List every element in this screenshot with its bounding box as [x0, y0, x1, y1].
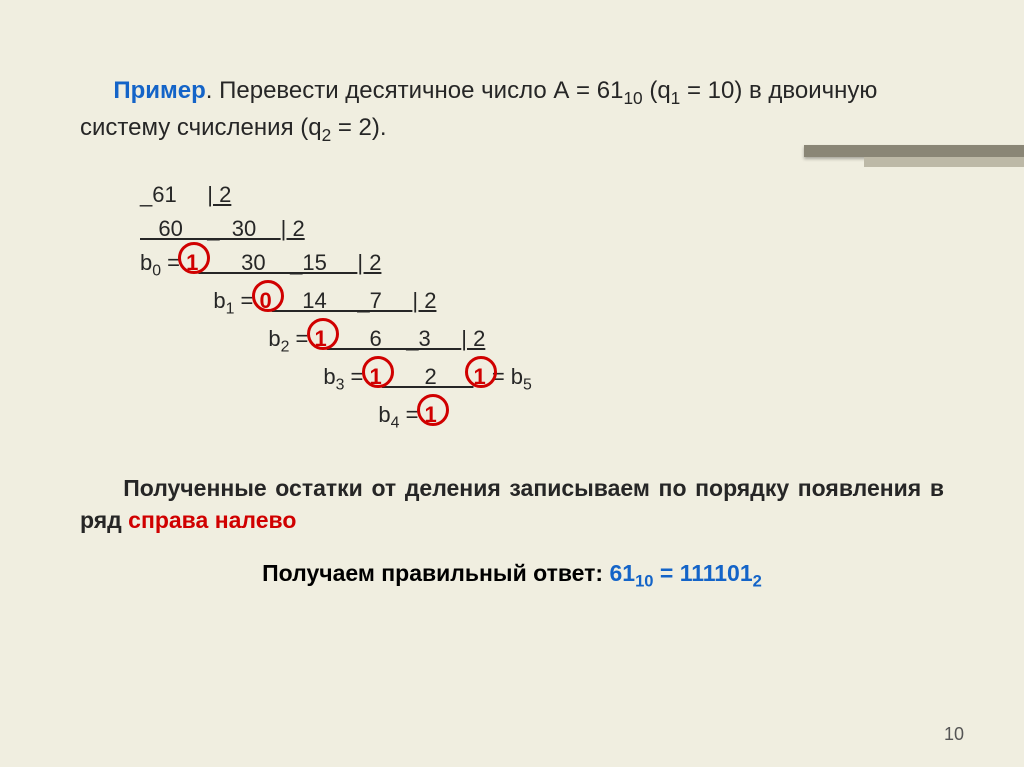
div-l5-sp — [140, 326, 268, 351]
remainder-explanation: Полученные остатки от деления записываем… — [80, 472, 944, 536]
div-l6-after: 2 — [382, 364, 474, 389]
div-l7-b: b — [378, 402, 390, 427]
answer-line: Получаем правильный ответ: 6110 = 111101… — [80, 560, 944, 592]
page-number: 10 — [944, 724, 964, 745]
div-l3-sub: 0 — [152, 262, 161, 279]
div-l1b: | 2 — [207, 182, 231, 207]
rem-highlight: справа налево — [128, 507, 296, 533]
div-l6-sp — [140, 364, 323, 389]
intro-sub-q2: 2 — [322, 125, 332, 145]
decor-bar-dark — [804, 145, 1024, 157]
div-l2a: 60 _ 30 — [140, 216, 281, 241]
answer-equation: 6110 = 1111012 — [609, 560, 761, 586]
div-l5-after: 6 _3 — [327, 326, 462, 351]
remainder-b0: 1 — [186, 246, 198, 280]
intro-paragraph: Пример. Перевести десятичное число А = 6… — [80, 74, 944, 148]
intro-text-end: = 2). — [331, 114, 386, 141]
div-l2b: | 2 — [281, 216, 305, 241]
remainder-b1: 0 — [260, 284, 272, 318]
div-l5-b: b — [268, 326, 280, 351]
div-l5b: | 2 — [461, 326, 485, 351]
answer-label: Получаем правильный ответ: — [262, 560, 609, 586]
answer-rhs-sub: 2 — [753, 572, 762, 591]
div-l6-b: b — [323, 364, 335, 389]
remainder-b5: 1 — [473, 360, 485, 394]
intro-text-1: . Перевести десятичное число А = 61 — [206, 77, 624, 104]
answer-lhs: 61 — [609, 560, 635, 586]
remainder-b2: 1 — [315, 322, 327, 356]
div-l3b: | 2 — [357, 250, 381, 275]
div-l4-after: 14 _7 — [272, 288, 413, 313]
answer-eq: = — [653, 560, 679, 586]
div-l3-after: 30 _15 — [198, 250, 357, 275]
div-l1a: _61 — [140, 182, 207, 207]
div-l6-sub2: 5 — [523, 376, 532, 393]
intro-text-q1: (q — [643, 77, 671, 104]
intro-sub-q1: 1 — [671, 88, 681, 108]
slide: Пример. Перевести десятичное число А = 6… — [0, 0, 1024, 767]
remainder-b3: 1 — [370, 360, 382, 394]
keyword-example: Пример — [113, 77, 205, 104]
div-l3-b: b — [140, 250, 152, 275]
intro-sub-10: 10 — [623, 88, 642, 108]
div-l4-sp — [140, 288, 213, 313]
remainder-b4: 1 — [425, 398, 437, 432]
answer-lhs-sub: 10 — [635, 572, 653, 591]
long-division-block: _61 | 2 60 _ 30 | 2 b0 = 1 30 _15 | 2 b1… — [140, 178, 944, 436]
answer-rhs: 111101 — [680, 560, 753, 586]
div-l7-sp — [140, 402, 378, 427]
div-l4-b: b — [213, 288, 225, 313]
decor-bar-light — [864, 157, 1024, 167]
div-l4b: | 2 — [412, 288, 436, 313]
